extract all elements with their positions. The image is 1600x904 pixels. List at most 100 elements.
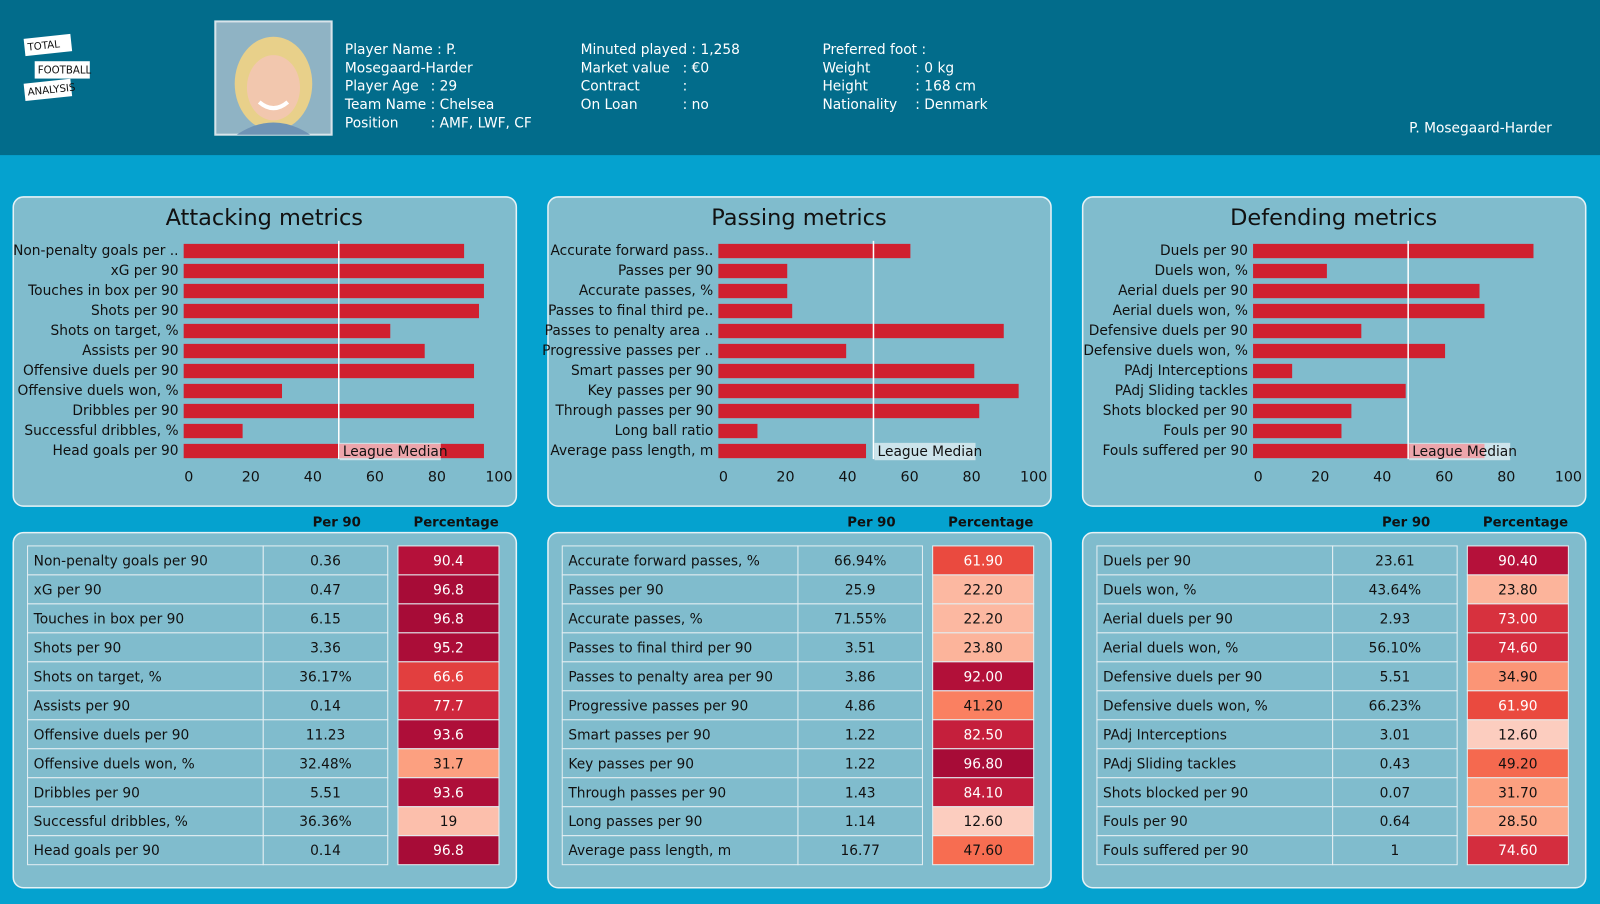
table-cell bbox=[1466, 835, 1569, 866]
bar bbox=[1253, 303, 1485, 319]
table-cell bbox=[27, 748, 264, 779]
table-text: Passes per 90 bbox=[568, 582, 663, 598]
table-text: 34.90 bbox=[1498, 669, 1537, 685]
table-text: 36.36% bbox=[299, 814, 352, 830]
logo-sticker bbox=[34, 61, 90, 79]
table-text: 23.80 bbox=[1498, 582, 1537, 598]
table-text: PAdj Sliding tackles bbox=[1103, 756, 1236, 772]
table-cell bbox=[797, 603, 923, 634]
table-text: 93.6 bbox=[433, 785, 464, 801]
table-cell bbox=[797, 748, 923, 779]
table-text: 43.64% bbox=[1369, 582, 1422, 598]
logo-sticker bbox=[23, 33, 73, 57]
table-cell bbox=[397, 719, 500, 750]
table-cell bbox=[1332, 632, 1458, 663]
bar-label: Assists per 90 bbox=[82, 343, 178, 359]
table-text: 25.9 bbox=[845, 582, 876, 598]
table-cell bbox=[27, 777, 264, 808]
table-cell bbox=[1096, 835, 1334, 866]
x-tick-label: 60 bbox=[901, 470, 919, 486]
table-text: 66.94% bbox=[834, 553, 887, 569]
table-text: 3.36 bbox=[310, 640, 341, 656]
table-cell bbox=[1332, 777, 1458, 808]
x-tick-label: 20 bbox=[776, 470, 794, 486]
table-text: Key passes per 90 bbox=[568, 756, 694, 772]
player-info: Player Age bbox=[345, 79, 419, 95]
player-info: Contract bbox=[581, 79, 641, 95]
table-cell bbox=[397, 748, 500, 779]
bar bbox=[718, 303, 793, 319]
x-tick-label: 60 bbox=[366, 470, 384, 486]
bar-label: Head goals per 90 bbox=[52, 443, 178, 459]
bar bbox=[183, 283, 484, 299]
table-text: 1.22 bbox=[845, 727, 876, 743]
table-text: 0.36 bbox=[310, 553, 341, 569]
table-cell bbox=[262, 574, 389, 605]
table-text: 61.90 bbox=[1498, 698, 1537, 714]
table-cell bbox=[1332, 603, 1458, 634]
table-text: Fouls per 90 bbox=[1103, 814, 1188, 830]
table-text: 23.61 bbox=[1375, 553, 1414, 569]
table-cell bbox=[27, 835, 264, 866]
logo-text: ANALYSIS bbox=[27, 83, 76, 99]
bar-label: Passes per 90 bbox=[618, 263, 713, 279]
bar bbox=[718, 363, 975, 379]
table-cell bbox=[1332, 545, 1458, 576]
table-text: 92.00 bbox=[963, 669, 1002, 685]
table-cell bbox=[1466, 806, 1569, 837]
table-text: 3.01 bbox=[1380, 727, 1411, 743]
table-cell bbox=[561, 632, 799, 663]
bar bbox=[718, 443, 867, 459]
table-cell bbox=[1332, 574, 1458, 605]
bar-label: Dribbles per 90 bbox=[72, 403, 178, 419]
table-cell bbox=[932, 748, 1035, 779]
table-cell bbox=[1096, 632, 1334, 663]
bar-label: Smart passes per 90 bbox=[571, 363, 713, 379]
table-cell bbox=[27, 690, 264, 721]
table-header: Per 90 bbox=[1382, 515, 1430, 530]
player-info: Market value bbox=[581, 60, 670, 76]
bar bbox=[718, 263, 788, 279]
table-text: 74.60 bbox=[1498, 640, 1537, 656]
table-cell bbox=[397, 690, 500, 721]
player-info: On Loan bbox=[581, 97, 638, 113]
bar-label: Touches in box per 90 bbox=[27, 283, 178, 299]
bar bbox=[183, 303, 479, 319]
bar-label: Shots on target, % bbox=[51, 323, 179, 339]
table-text: 22.20 bbox=[963, 582, 1002, 598]
table-cell bbox=[262, 835, 389, 866]
bar-label: PAdj Interceptions bbox=[1124, 363, 1248, 379]
x-tick-label: 40 bbox=[838, 470, 856, 486]
player-info: Position bbox=[345, 115, 399, 131]
player-info: : Denmark bbox=[915, 97, 987, 113]
table-text: 96.8 bbox=[433, 582, 464, 598]
bar-label: Defensive duels won, % bbox=[1083, 343, 1248, 359]
bar-label: PAdj Sliding tackles bbox=[1115, 383, 1248, 399]
x-tick-label: 40 bbox=[1373, 470, 1391, 486]
table-text: xG per 90 bbox=[34, 582, 102, 598]
player-info: Team Name : Chelsea bbox=[344, 97, 494, 113]
table-text: Through passes per 90 bbox=[567, 785, 726, 801]
table-cell bbox=[932, 806, 1035, 837]
x-tick-label: 60 bbox=[1435, 470, 1453, 486]
x-tick-label: 20 bbox=[242, 470, 260, 486]
photo bbox=[214, 20, 333, 136]
bar-label: Shots per 90 bbox=[91, 303, 179, 319]
table-text: 3.51 bbox=[845, 640, 876, 656]
table-cell bbox=[1466, 632, 1569, 663]
table-text: Defensive duels won, % bbox=[1103, 698, 1268, 714]
table-cell bbox=[1466, 690, 1569, 721]
bar bbox=[1253, 283, 1480, 299]
bar bbox=[718, 343, 847, 359]
table-cell bbox=[561, 690, 799, 721]
median-label: League Median bbox=[343, 444, 448, 460]
table-cell bbox=[561, 835, 799, 866]
table-cell bbox=[561, 545, 799, 576]
table-cell bbox=[1466, 545, 1569, 576]
table-text: Touches in box per 90 bbox=[33, 611, 184, 627]
table-cell bbox=[1332, 806, 1458, 837]
table-text: 19 bbox=[440, 814, 458, 830]
table-cell bbox=[27, 603, 264, 634]
table-cell bbox=[561, 719, 799, 750]
table-text: 66.23% bbox=[1369, 698, 1422, 714]
